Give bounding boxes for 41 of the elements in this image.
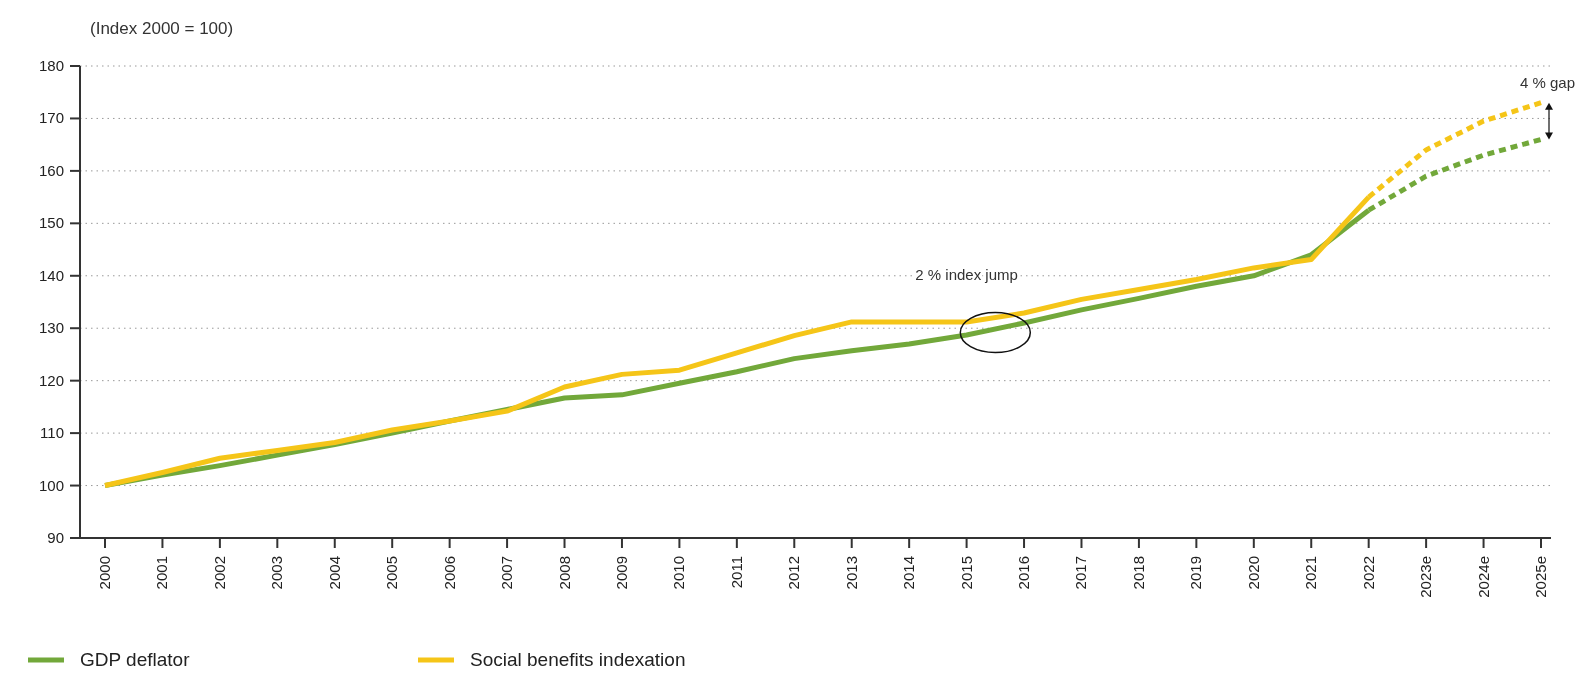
y-tick-label: 90: [47, 529, 64, 546]
x-tick-label: 2017: [1072, 556, 1090, 590]
x-tick-label: 2019: [1187, 556, 1205, 590]
x-tick-label: 2010: [670, 556, 688, 590]
x-tick-label: 2013: [842, 556, 860, 590]
x-tick-label: 2009: [612, 556, 630, 590]
x-tick-label: 2000: [96, 556, 113, 590]
x-tick-label: 2002: [210, 556, 228, 590]
x-tick-label: 2021: [1302, 556, 1320, 590]
x-tick-label: 2016: [1015, 556, 1033, 590]
x-tick-label: 2020: [1244, 556, 1262, 590]
x-tick-label: 2023e: [1417, 556, 1435, 598]
y-tick-label: 140: [38, 266, 64, 284]
x-tick-label: 2024e: [1474, 556, 1492, 598]
y-axis-title: (Index 2000 = 100): [90, 19, 234, 38]
y-tick-label: 170: [38, 109, 64, 127]
x-tick-label: 2022: [1359, 556, 1377, 590]
annotation: 2 % index jump: [915, 266, 1018, 284]
x-tick-label: 2025e: [1532, 556, 1549, 598]
y-tick-label: 110: [40, 424, 64, 442]
legend-label: Social benefits indexation: [470, 649, 686, 670]
x-tick-label: 2012: [785, 556, 803, 590]
legend-label: GDP deflator: [80, 649, 191, 670]
x-tick-label: 2008: [555, 556, 573, 590]
x-tick-label: 2003: [268, 556, 286, 590]
x-tick-label: 2011: [727, 556, 745, 589]
annotation: 4 % gap: [1519, 73, 1575, 91]
y-tick-label: 150: [38, 214, 64, 232]
x-tick-label: 2018: [1129, 556, 1147, 590]
x-tick-label: 2004: [325, 556, 343, 590]
y-tick-label: 130: [38, 319, 64, 337]
y-tick-label: 100: [38, 476, 64, 494]
x-tick-label: 2014: [900, 556, 918, 590]
y-tick-label: 160: [38, 161, 64, 179]
x-tick-label: 2015: [957, 556, 975, 590]
x-tick-label: 2006: [440, 556, 458, 590]
y-tick-label: 120: [38, 371, 64, 389]
x-tick-label: 2007: [498, 556, 516, 590]
x-tick-label: 2005: [383, 556, 401, 590]
x-tick-label: 2001: [153, 556, 171, 590]
y-tick-label: 180: [38, 57, 64, 74]
